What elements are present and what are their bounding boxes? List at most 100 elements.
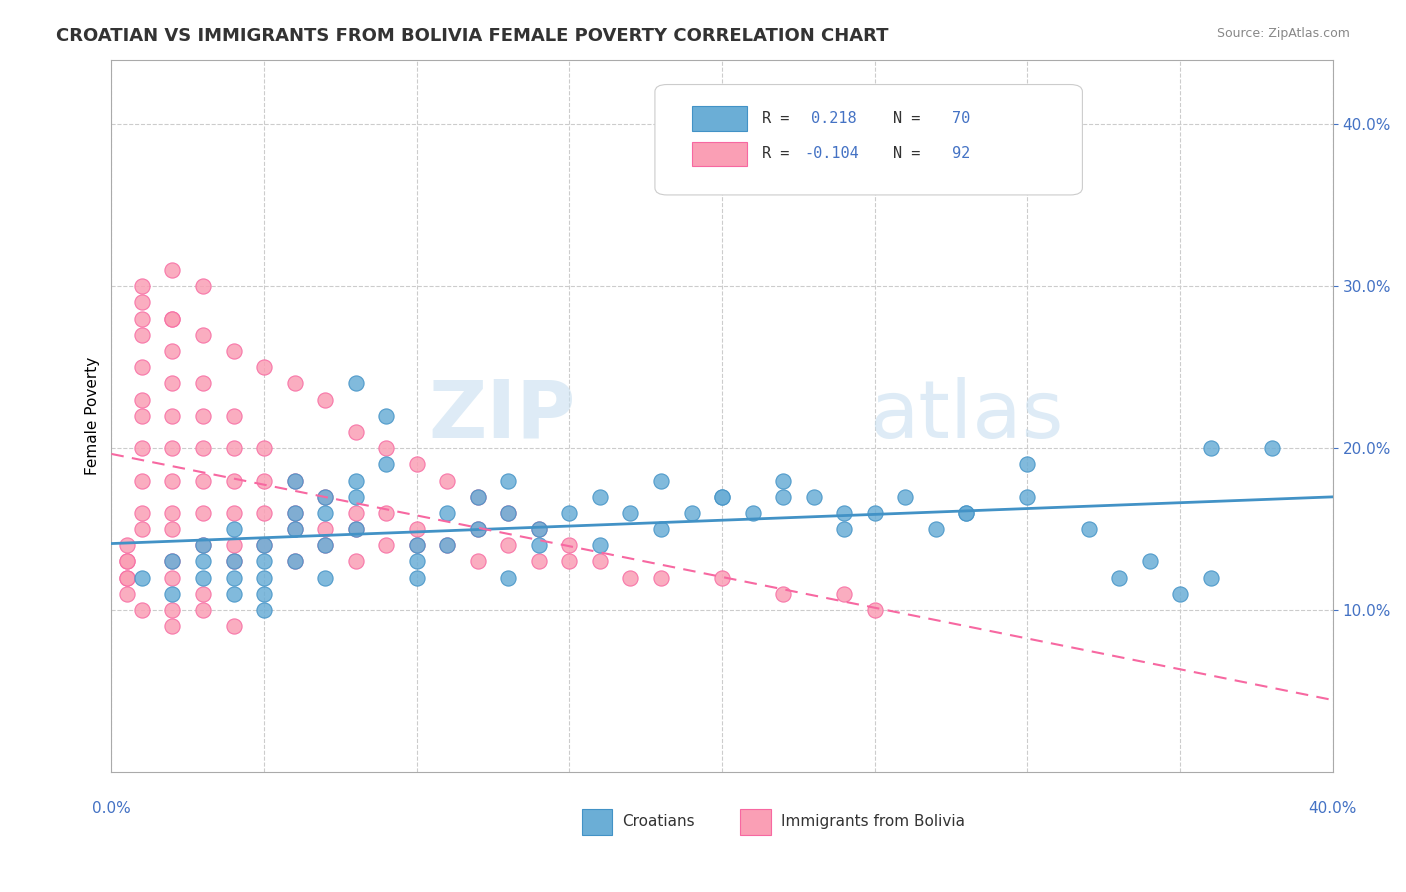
- Point: [162, 554, 184, 568]
- Point: [191, 376, 214, 391]
- Point: [405, 522, 427, 536]
- Point: [191, 474, 214, 488]
- Point: [162, 441, 184, 455]
- Point: [863, 506, 886, 520]
- Text: R =: R =: [762, 146, 799, 161]
- Point: [131, 295, 153, 310]
- Point: [344, 522, 367, 536]
- Point: [405, 538, 427, 552]
- Point: [527, 522, 550, 536]
- Point: [131, 392, 153, 407]
- Point: [344, 376, 367, 391]
- Text: N =: N =: [893, 111, 929, 126]
- Point: [527, 538, 550, 552]
- Point: [222, 522, 245, 536]
- Point: [467, 490, 489, 504]
- Point: [375, 538, 398, 552]
- Point: [314, 392, 336, 407]
- Point: [467, 554, 489, 568]
- Point: [894, 490, 917, 504]
- Point: [162, 376, 184, 391]
- Point: [1108, 571, 1130, 585]
- Point: [314, 522, 336, 536]
- Point: [344, 490, 367, 504]
- Point: [436, 506, 458, 520]
- Point: [1168, 587, 1191, 601]
- Point: [955, 506, 977, 520]
- Point: [284, 522, 307, 536]
- Point: [436, 538, 458, 552]
- Point: [162, 409, 184, 423]
- Point: [115, 571, 138, 585]
- Point: [253, 587, 276, 601]
- Point: [222, 344, 245, 359]
- Point: [832, 522, 855, 536]
- Text: 40.0%: 40.0%: [1309, 801, 1357, 816]
- Point: [681, 506, 703, 520]
- Point: [832, 506, 855, 520]
- Point: [955, 506, 977, 520]
- Point: [375, 441, 398, 455]
- Point: [650, 522, 672, 536]
- Point: [131, 327, 153, 342]
- Point: [405, 538, 427, 552]
- Point: [314, 538, 336, 552]
- Point: [115, 571, 138, 585]
- Point: [803, 490, 825, 504]
- Point: [772, 474, 794, 488]
- Point: [222, 554, 245, 568]
- Point: [498, 506, 520, 520]
- Point: [344, 554, 367, 568]
- Point: [741, 506, 763, 520]
- Point: [191, 409, 214, 423]
- Point: [222, 619, 245, 633]
- Point: [162, 587, 184, 601]
- Point: [863, 603, 886, 617]
- Point: [253, 506, 276, 520]
- Point: [558, 506, 581, 520]
- Point: [405, 571, 427, 585]
- Point: [284, 522, 307, 536]
- Text: 70: 70: [952, 111, 970, 126]
- Point: [222, 441, 245, 455]
- Point: [405, 458, 427, 472]
- Point: [344, 474, 367, 488]
- Point: [115, 587, 138, 601]
- Text: -0.104: -0.104: [804, 146, 859, 161]
- Point: [253, 538, 276, 552]
- Point: [115, 538, 138, 552]
- Point: [467, 522, 489, 536]
- Point: [222, 409, 245, 423]
- Point: [191, 441, 214, 455]
- Point: [284, 474, 307, 488]
- Point: [344, 425, 367, 439]
- Point: [375, 409, 398, 423]
- Point: [344, 522, 367, 536]
- Point: [467, 522, 489, 536]
- Point: [344, 506, 367, 520]
- Point: [162, 603, 184, 617]
- Point: [162, 619, 184, 633]
- Point: [131, 311, 153, 326]
- Point: [314, 490, 336, 504]
- Point: [131, 441, 153, 455]
- Bar: [741, 809, 770, 835]
- Point: [589, 538, 612, 552]
- Point: [222, 554, 245, 568]
- Point: [1077, 522, 1099, 536]
- Point: [711, 490, 734, 504]
- Text: Source: ZipAtlas.com: Source: ZipAtlas.com: [1216, 27, 1350, 40]
- Point: [498, 506, 520, 520]
- Point: [162, 311, 184, 326]
- Text: R =: R =: [762, 111, 799, 126]
- Point: [162, 554, 184, 568]
- Text: ZIP: ZIP: [429, 376, 575, 455]
- Point: [619, 571, 641, 585]
- Point: [191, 506, 214, 520]
- Point: [314, 506, 336, 520]
- Point: [436, 538, 458, 552]
- Point: [589, 554, 612, 568]
- Point: [131, 409, 153, 423]
- Point: [115, 554, 138, 568]
- Text: Croatians: Croatians: [621, 814, 695, 830]
